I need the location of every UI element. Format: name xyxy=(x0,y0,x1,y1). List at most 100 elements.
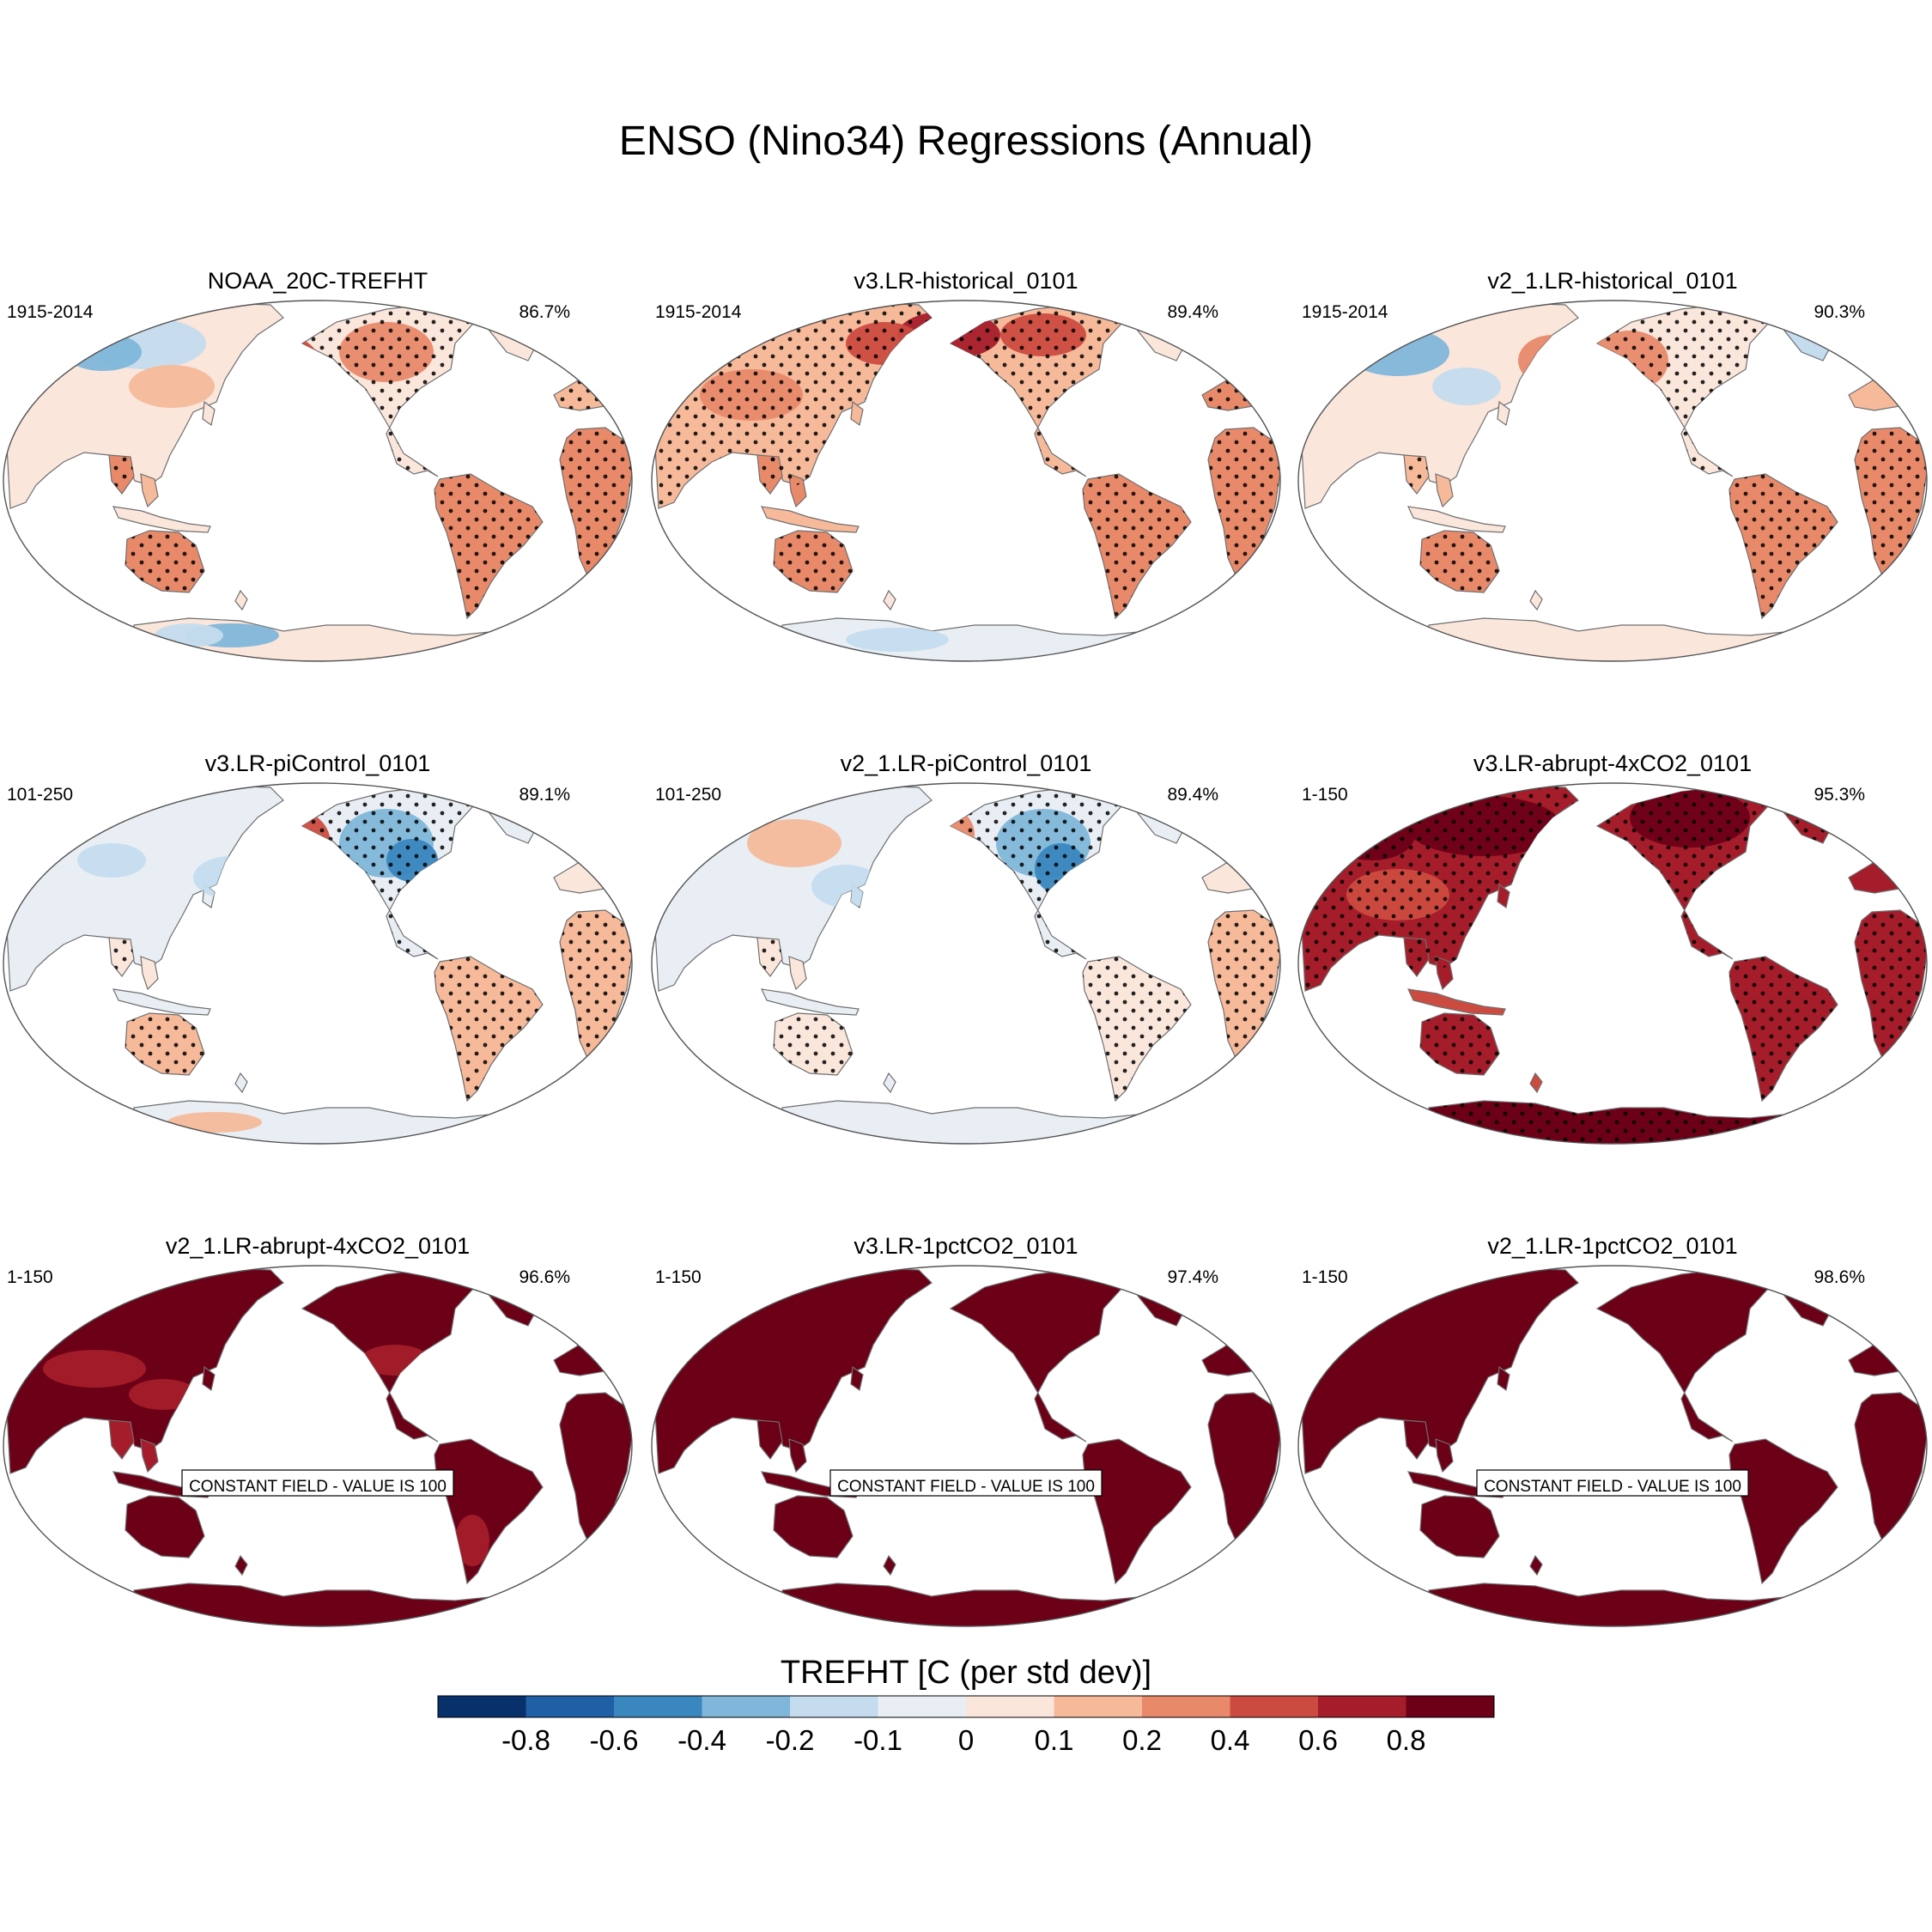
colorbar-tick-label: 0.6 xyxy=(1298,1724,1338,1756)
land-nz xyxy=(234,1554,248,1577)
stipple-australia xyxy=(125,1013,204,1075)
panel-title: v3.LR-historical_0101 xyxy=(854,268,1078,294)
land-antarctica xyxy=(133,1583,503,1626)
constant-field-label: CONSTANT FIELD - VALUE IS 100 xyxy=(189,1478,447,1496)
panel-title: v2_1.LR-piControl_0101 xyxy=(841,750,1092,776)
colorbar-tick-label: 0.4 xyxy=(1211,1724,1250,1756)
colorbar-swatch xyxy=(878,1696,967,1717)
stipple-antarctica xyxy=(1429,1101,1796,1144)
stipple-india xyxy=(757,455,782,494)
panel-period: 1-150 xyxy=(1302,1267,1348,1287)
land-australia xyxy=(1419,1495,1500,1558)
colorbar-swatch xyxy=(1230,1696,1319,1717)
map-panel: v3.LR-1pctCO2_0101 1-150 97.4% CONSTANT FIE… xyxy=(651,1233,1281,1627)
land-australia xyxy=(125,1495,205,1558)
stipple-africa xyxy=(560,910,632,1060)
constant-field-label: CONSTANT FIELD - VALUE IS 100 xyxy=(1484,1478,1741,1496)
map xyxy=(652,1266,1280,1626)
panel-period: 101-250 xyxy=(7,785,73,805)
stipple-africa xyxy=(1855,428,1927,577)
map-outline xyxy=(1297,782,1928,1145)
map xyxy=(3,1266,632,1626)
land-australia xyxy=(773,1495,854,1558)
colorbar-tick-label: 0.2 xyxy=(1122,1724,1162,1756)
pattern-correlation: 89.4% xyxy=(1167,785,1218,805)
land-seasia xyxy=(140,956,159,991)
land-india xyxy=(756,1419,783,1461)
stipple-africa xyxy=(560,428,632,577)
map xyxy=(1298,301,1927,661)
colorbar-tick-label: 0.8 xyxy=(1387,1724,1426,1756)
constant-field-box xyxy=(1476,1469,1749,1497)
colorbar-tick-label: -0.1 xyxy=(854,1724,902,1756)
stipple-southamerica xyxy=(1729,474,1838,618)
map-outline xyxy=(3,1265,633,1627)
anomaly-region xyxy=(846,628,949,652)
land-nz xyxy=(883,589,896,611)
colorbar-swatch xyxy=(966,1696,1054,1717)
stipple-india xyxy=(757,938,782,976)
map-outline xyxy=(651,782,1281,1145)
panel-period: 1915-2014 xyxy=(1302,302,1388,322)
panel-title: v3.LR-abrupt-4xCO2_0101 xyxy=(1473,750,1752,776)
pattern-correlation: 89.1% xyxy=(519,785,570,805)
colorbar-tick-label: -0.4 xyxy=(677,1724,726,1756)
significance-stippling xyxy=(109,302,632,618)
colorbar-swatch xyxy=(1318,1696,1406,1717)
colorbar-swatch xyxy=(790,1696,878,1717)
land-japan xyxy=(1497,1365,1510,1392)
land-seasia xyxy=(788,1438,807,1473)
panel-title: v3.LR-piControl_0101 xyxy=(205,750,431,776)
land-seasia xyxy=(140,473,159,508)
anomaly-region xyxy=(129,365,215,408)
colorbar-tick-label: 0 xyxy=(958,1724,974,1756)
stipple-southamerica xyxy=(1083,957,1191,1101)
pattern-correlation: 98.6% xyxy=(1814,1267,1865,1287)
land-nz xyxy=(1529,1072,1543,1094)
land-seasia xyxy=(140,1438,159,1473)
stipple-africa xyxy=(1208,910,1280,1060)
constant-field-box xyxy=(829,1469,1103,1497)
significance-stippling xyxy=(109,785,632,1101)
panel-title: v2_1.LR-1pctCO2_0101 xyxy=(1487,1233,1737,1259)
stipple-northamerica xyxy=(951,302,1129,477)
colorbar-swatch xyxy=(702,1696,791,1717)
map-outline xyxy=(651,1265,1281,1627)
stipple-australia xyxy=(125,531,204,592)
map-outline xyxy=(3,782,633,1145)
anomaly-region xyxy=(1432,368,1501,405)
colorbar-frame xyxy=(437,1695,1495,1718)
panel-period: 1915-2014 xyxy=(7,302,94,322)
stipple-southamerica xyxy=(434,957,543,1101)
land-antarctica xyxy=(781,1100,1151,1144)
colorbar-tick-label: -0.2 xyxy=(766,1724,815,1756)
pattern-correlation: 96.6% xyxy=(519,1267,570,1287)
land-india xyxy=(108,1419,135,1461)
stipple-africa xyxy=(1208,428,1280,577)
stipple-southamerica xyxy=(1083,474,1191,618)
colorbar-swatch xyxy=(1406,1696,1495,1717)
map-panels: NOAA_20C-TREFHT 1915-2014 86.7% v3.LR-histo… xyxy=(3,268,1928,1627)
land-seasia xyxy=(1435,1438,1454,1473)
constant-field-box xyxy=(181,1469,454,1497)
land-antarctica xyxy=(781,1583,1151,1626)
map-panel: v3.LR-abrupt-4xCO2_0101 1-150 95.3% xyxy=(1297,750,1928,1145)
map-panel: NOAA_20C-TREFHT 1915-2014 86.7% xyxy=(3,268,633,662)
land-nz xyxy=(234,1072,248,1094)
land-antarctica xyxy=(133,1100,503,1144)
map-outline xyxy=(1297,300,1928,662)
map xyxy=(652,301,1280,661)
stipple-africa xyxy=(1855,910,1927,1060)
land-nz xyxy=(234,589,248,611)
land-japan xyxy=(850,1365,864,1392)
land-japan xyxy=(1497,400,1510,427)
map-outline xyxy=(651,300,1281,662)
stipple-southamerica xyxy=(434,474,543,618)
stipple-northamerica xyxy=(302,785,481,959)
map-panel: v3.LR-piControl_0101 101-250 89.1% xyxy=(3,750,633,1145)
map xyxy=(1298,783,1927,1144)
colorbar-tick-label: -0.8 xyxy=(501,1724,550,1756)
anomaly-region xyxy=(155,623,223,647)
colorbar-tick-label: 0.1 xyxy=(1035,1724,1074,1756)
